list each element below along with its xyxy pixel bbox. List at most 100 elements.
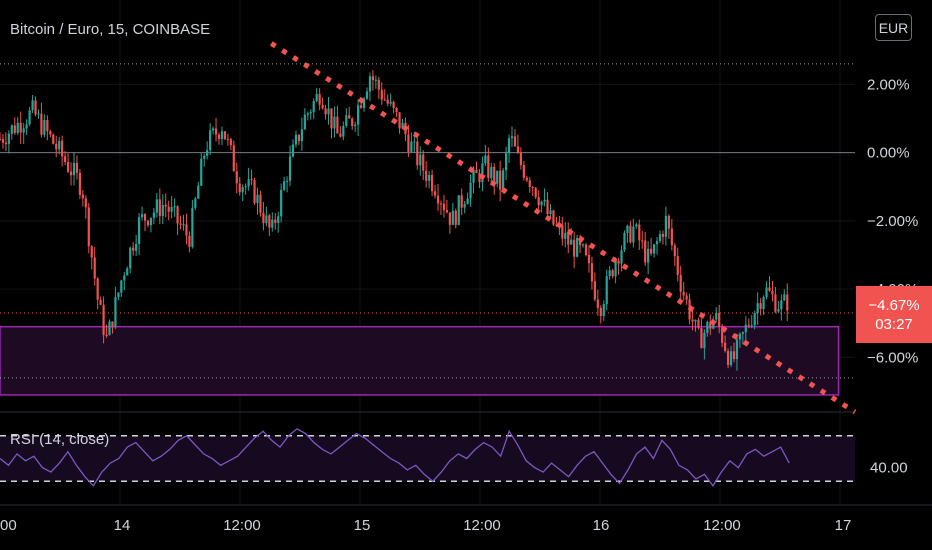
candle-body [132, 247, 135, 251]
candle-body [318, 93, 321, 105]
candle-body [265, 215, 268, 224]
descending-trendline[interactable] [269, 41, 857, 415]
candle-body [706, 321, 709, 333]
candle-body [590, 263, 594, 282]
candle-body [691, 319, 694, 322]
candle-body [546, 199, 549, 215]
candle-body [152, 212, 155, 218]
last-price-value: −4.67% [868, 296, 920, 314]
candle-body [431, 175, 434, 192]
candle-body [0, 138, 2, 140]
candle-body [31, 100, 34, 111]
candle-body [365, 91, 369, 99]
candle-body [664, 215, 668, 237]
candle-body [596, 299, 599, 308]
candle-body [16, 122, 19, 134]
candle-body [433, 191, 437, 196]
candle-body [715, 312, 718, 320]
candle-body [504, 153, 508, 171]
candle-body [371, 76, 375, 80]
currency-button[interactable]: EUR [875, 14, 912, 41]
price-axis[interactable]: 2.00%0.00%−2.00%−4.00%−6.00%40.00 [867, 76, 918, 476]
candle-body [244, 186, 247, 188]
candle-body [256, 194, 259, 204]
candle-body [765, 287, 768, 298]
candle-body [513, 136, 517, 147]
candle-body [330, 108, 333, 129]
candle-body [345, 115, 348, 126]
candle-body [194, 198, 197, 208]
candle-body [750, 325, 753, 327]
time-axis[interactable]: 00 14 12:00 15 12:00 16 12:00 17 [0, 517, 851, 534]
candle-body [321, 104, 324, 109]
candle-body [457, 195, 460, 225]
candle-body [398, 112, 401, 129]
candle-body [66, 161, 70, 172]
candle-body [540, 201, 543, 206]
candle-body [499, 170, 502, 190]
candle-body [448, 212, 451, 225]
candle-body [138, 217, 141, 244]
candle-body [552, 210, 555, 225]
candle-body [581, 244, 585, 246]
candle-body [52, 134, 55, 144]
candle-body [647, 248, 650, 263]
rsi-band [0, 435, 855, 482]
candle-body [164, 204, 167, 207]
candle-body [214, 128, 218, 135]
candle-body [303, 114, 306, 130]
candle-body [783, 294, 786, 301]
candle-body [362, 98, 366, 108]
candle-body [10, 125, 13, 134]
candle-body [623, 232, 626, 251]
candle-body [114, 296, 117, 328]
candle-body [531, 187, 534, 189]
candle-body [283, 181, 286, 190]
candle-body [670, 228, 673, 246]
candle-body [419, 154, 422, 166]
candle-body [19, 122, 22, 133]
candle-body [709, 321, 712, 329]
rsi-title[interactable]: RSI (14, close) [10, 431, 110, 448]
support-zone[interactable] [0, 325, 840, 396]
candle-body [253, 180, 256, 204]
candle-body [96, 278, 99, 300]
candle-body [93, 257, 96, 279]
candle-body [69, 171, 73, 176]
candle-body [445, 210, 449, 213]
candle-body [383, 99, 386, 101]
time-axis-label: 15 [354, 517, 371, 534]
candle-body [697, 319, 700, 328]
candle-body [126, 268, 129, 276]
candle-body [324, 108, 327, 115]
candle-body [638, 224, 641, 241]
candle-body [13, 125, 16, 134]
candle-body [436, 195, 440, 204]
candle-body [143, 214, 147, 221]
time-axis-label: 12:00 [463, 517, 501, 534]
candle-body [786, 294, 789, 311]
candle-body [425, 170, 428, 181]
candle-body [7, 133, 10, 145]
candle-body [348, 115, 351, 119]
candle-body [247, 179, 250, 187]
candle-body [493, 166, 496, 184]
candle-body [229, 139, 232, 146]
candle-body [333, 116, 336, 129]
candle-body [632, 226, 635, 243]
candle-body [463, 204, 466, 208]
candle-body [99, 299, 102, 305]
candle-body [759, 303, 762, 310]
candle-body [481, 163, 484, 183]
candle-body [744, 324, 747, 333]
candle-body [75, 163, 79, 173]
candle-body [389, 101, 392, 104]
candle-body [413, 141, 416, 143]
candle-body [605, 276, 608, 305]
candle-body [570, 239, 573, 245]
candle-body [241, 187, 244, 193]
time-axis-label: 12:00 [223, 517, 261, 534]
candle-body [288, 156, 292, 181]
candle-body [496, 170, 499, 184]
